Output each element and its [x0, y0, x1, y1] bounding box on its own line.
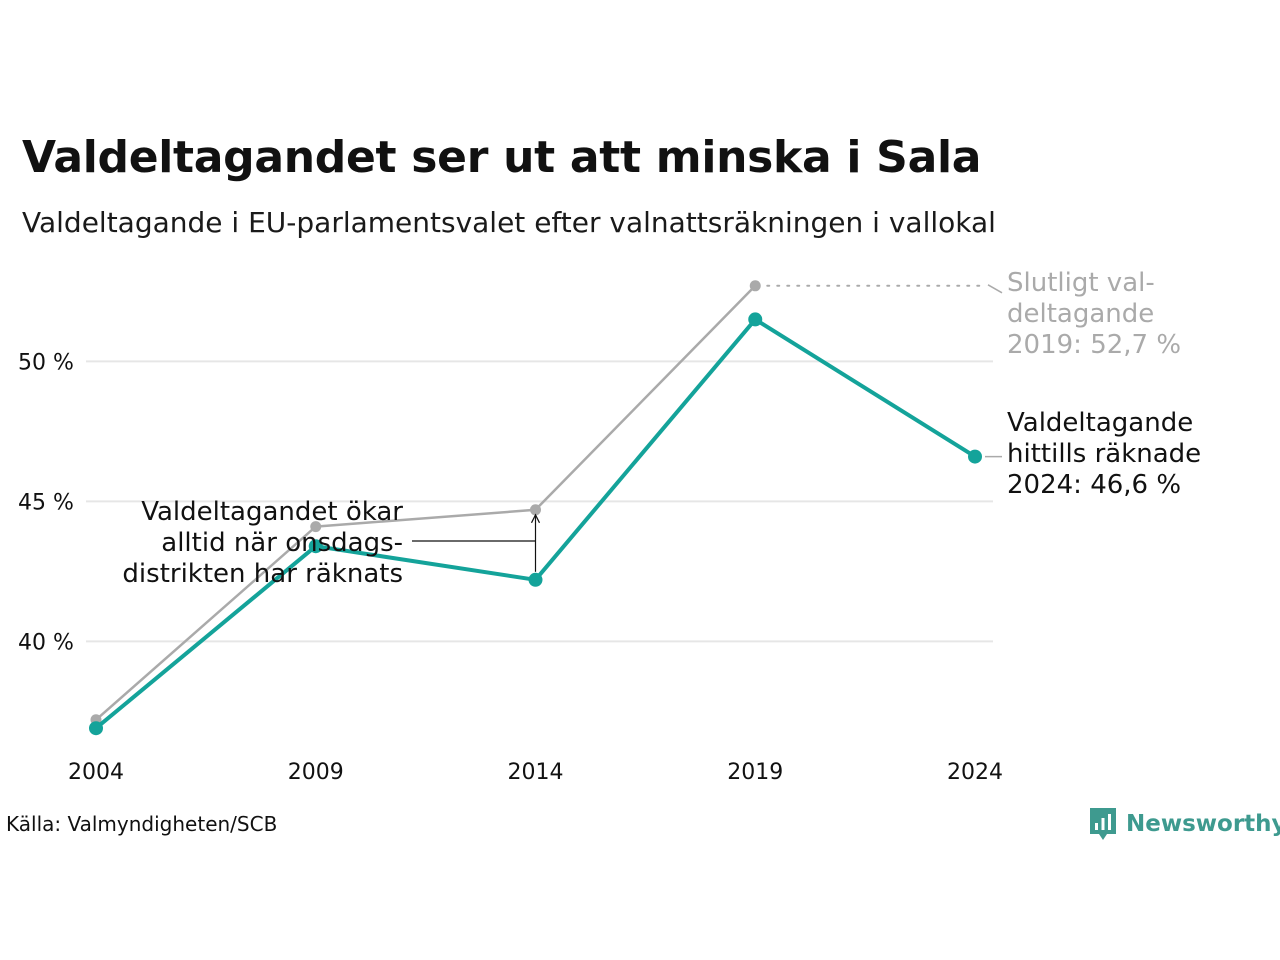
- note-text: Valdeltagandet ökar: [141, 497, 403, 527]
- note-text: distrikten har räknats: [122, 559, 403, 589]
- brand-logo: Newsworthy: [1088, 804, 1280, 844]
- counted-series-point: [968, 449, 982, 464]
- final-label-text: deltagande: [1007, 299, 1154, 329]
- note-arrow-head: [530, 513, 541, 524]
- y-tick-label: 50 %: [18, 350, 74, 375]
- x-tick-label: 2019: [727, 760, 783, 785]
- x-tick-label: 2024: [947, 760, 1003, 785]
- counted-series-point: [528, 572, 543, 587]
- brand-name: Newsworthy: [1126, 811, 1280, 837]
- y-tick-label: 40 %: [18, 630, 74, 655]
- note-text: alltid när onsdags-: [161, 528, 403, 558]
- counted-series-point: [89, 721, 103, 736]
- x-tick-label: 2014: [508, 760, 564, 785]
- counted-label-text: Valdeltagande: [1007, 408, 1193, 438]
- counted-series-point: [308, 539, 323, 554]
- final-series-point: [530, 504, 541, 516]
- counted-label-text: 2024: 46,6 %: [1007, 470, 1181, 500]
- final-label-tick: [987, 284, 1003, 294]
- chart-title: Valdeltagandet ser ut att minska i Sala: [22, 132, 982, 183]
- source-note: Källa: Valmyndigheten/SCB: [6, 812, 278, 836]
- y-tick-label: 45 %: [18, 490, 74, 515]
- final-label-text: Slutligt val-: [1007, 268, 1155, 298]
- counted-label-text: hittills räknade: [1007, 439, 1201, 469]
- final-series-point: [310, 521, 322, 533]
- newsworthy-logo-icon: [1090, 808, 1116, 840]
- x-tick-label: 2004: [68, 760, 124, 785]
- chart-subtitle: Valdeltagande i EU-parlamentsvalet efter…: [22, 206, 996, 239]
- final-series-point: [749, 280, 761, 292]
- final-series-line: [95, 284, 757, 721]
- final-label-text: 2019: 52,7 %: [1007, 330, 1181, 360]
- counted-series-point: [748, 312, 763, 327]
- x-tick-label: 2009: [288, 760, 344, 785]
